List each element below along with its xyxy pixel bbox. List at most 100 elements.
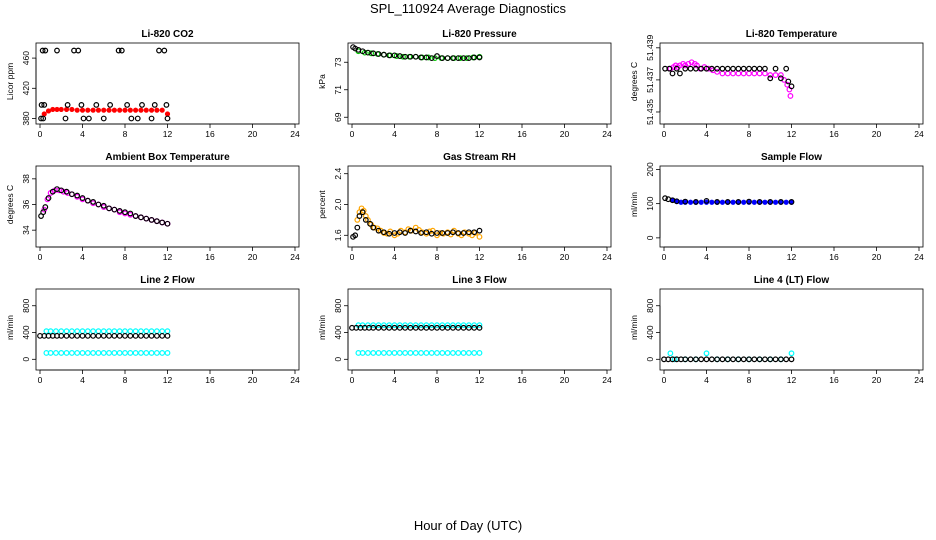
x-tick-label: 12 (163, 129, 173, 139)
data-point (143, 332, 150, 339)
data-point (428, 230, 435, 237)
data-point (756, 356, 763, 363)
data-point (777, 199, 784, 205)
data-point (106, 332, 112, 339)
x-tick-label: 20 (872, 252, 882, 262)
data-point (463, 55, 470, 62)
data-point (439, 350, 446, 356)
data-point (412, 53, 419, 60)
y-tick-label: 38 (21, 174, 31, 184)
data-point (375, 350, 382, 356)
data-point (412, 228, 419, 235)
data-point (391, 230, 398, 236)
data-point (106, 328, 112, 335)
data-point (714, 68, 721, 75)
data-point (53, 328, 59, 335)
x-tick-label: 16 (517, 375, 527, 385)
data-point (101, 107, 107, 113)
data-point (90, 199, 97, 205)
data-point (762, 70, 768, 77)
data-point (127, 210, 134, 217)
data-point (460, 55, 467, 62)
data-point (370, 324, 377, 331)
data-point (476, 324, 483, 331)
data-point (148, 332, 155, 339)
data-point (455, 55, 462, 62)
data-point (64, 102, 71, 108)
plot-frame (659, 288, 924, 371)
data-point (370, 322, 377, 329)
data-point (58, 106, 64, 113)
data-point (396, 53, 403, 59)
data-point (68, 191, 75, 198)
x-tick-label: 4 (704, 252, 709, 262)
data-point (450, 229, 456, 236)
data-point (682, 356, 689, 363)
data-point (730, 70, 736, 77)
data-point (756, 199, 763, 205)
data-point (90, 328, 97, 335)
x-tick-label: 24 (914, 129, 924, 139)
panel-3: Li-820 Temperature 0 4 8 12 16 20 24 51.435 51.43… (629, 29, 924, 139)
data-point (148, 350, 155, 356)
data-point (148, 107, 155, 113)
data-point (455, 230, 462, 236)
data-point (111, 332, 118, 339)
data-point (751, 356, 758, 363)
data-point (116, 208, 123, 214)
plot-frame (659, 165, 924, 248)
x-tick-label: 0 (350, 252, 355, 262)
data-point (439, 230, 446, 236)
data-point (418, 54, 424, 61)
x-tick-label: 16 (829, 375, 839, 385)
data-point (741, 199, 747, 205)
data-point (352, 232, 359, 239)
data-point (703, 65, 710, 72)
data-point (359, 209, 366, 216)
x-tick-label: 8 (123, 375, 128, 385)
data-point (159, 332, 166, 339)
data-point (138, 332, 144, 339)
data-point (39, 47, 46, 54)
y-axis-label: ml/min (317, 315, 327, 340)
x-tick-label: 0 (38, 129, 43, 139)
data-point (58, 328, 65, 335)
y-tick-label: 460 (21, 51, 31, 65)
data-point (100, 328, 107, 335)
data-point (444, 55, 451, 62)
data-point (153, 218, 160, 225)
data-point (45, 195, 52, 201)
data-point (396, 324, 403, 331)
data-point (116, 350, 123, 356)
data-point (164, 115, 171, 122)
data-point (740, 356, 747, 363)
data-point (434, 350, 440, 356)
data-point (118, 47, 125, 54)
data-point (386, 322, 393, 329)
y-axis-label: percent (317, 190, 327, 219)
data-point (783, 356, 790, 363)
data-point (450, 322, 456, 329)
data-point (772, 356, 779, 363)
data-point (111, 328, 118, 335)
data-point (391, 350, 398, 356)
y-axis-label: ml/min (629, 192, 639, 217)
data-point (164, 220, 171, 227)
data-point (407, 227, 414, 234)
data-point (127, 107, 133, 113)
data-point (673, 65, 680, 72)
data-point (153, 328, 160, 335)
data-point (703, 356, 710, 363)
panel-6: Sample Flow 0 4 8 12 16 20 24 0 100 200 ml/min (629, 152, 924, 262)
data-point (709, 199, 715, 205)
x-tick-label: 12 (787, 129, 797, 139)
data-point (74, 332, 81, 339)
data-point (423, 54, 430, 61)
panel-7: Line 2 Flow 0 4 8 12 16 20 24 0 400 800 ml/min (5, 275, 300, 385)
data-point (386, 52, 393, 59)
data-point (692, 356, 699, 363)
data-point (138, 328, 144, 335)
data-point (111, 107, 117, 113)
data-point (662, 195, 668, 202)
